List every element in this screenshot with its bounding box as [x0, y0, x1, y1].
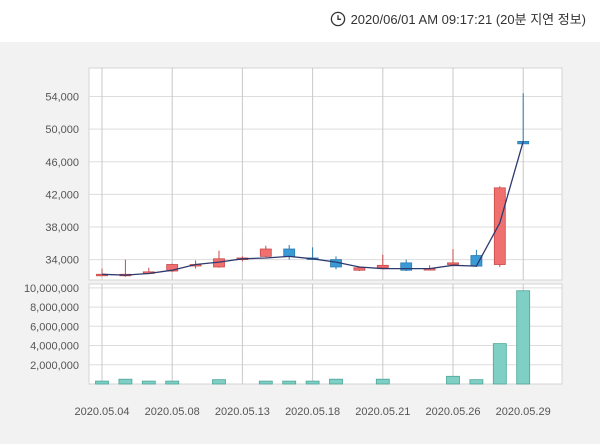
volume-bar [469, 379, 484, 385]
candle [376, 254, 389, 270]
volume-bar [305, 380, 320, 385]
chart-panel: 34,000 38,000 42,000 46,000 50,000 54,000 2,00… [0, 42, 600, 444]
x-tick-label: 2020.05.21 [355, 406, 410, 418]
stock-chart: 34,000 38,000 42,000 46,000 50,000 54,000 2,00… [24, 67, 563, 418]
price-tick-label: 34,000 [45, 255, 79, 267]
candle [447, 249, 459, 266]
volume-bar [516, 290, 531, 385]
volume-tick-label: 10,000,000 [24, 283, 79, 295]
timestamp-text: 2020/06/01 AM 09:17:21 (20분 지연 정보) [350, 12, 586, 27]
volume-bar [118, 378, 133, 385]
volume-pane [88, 283, 563, 385]
volume-tick-label: 4,000,000 [30, 341, 79, 353]
price-tick-label: 38,000 [45, 222, 79, 234]
x-tick-label: 2020.05.04 [74, 406, 129, 418]
clock-icon [330, 11, 345, 26]
volume-bar [329, 378, 343, 385]
volume-bar [492, 343, 507, 385]
x-tick-label: 2020.05.18 [285, 406, 340, 418]
candle-body [353, 267, 366, 271]
price-tick-label: 50,000 [45, 124, 79, 136]
candle-body [166, 264, 179, 272]
price-tick-label: 54,000 [45, 92, 79, 104]
volume-bar [258, 380, 273, 385]
volume-bar [212, 379, 226, 385]
candle-body [400, 262, 413, 271]
x-tick-label: 2020.05.26 [425, 406, 480, 418]
candle [493, 186, 506, 267]
candle-body [376, 264, 389, 269]
timestamp: 2020/06/01 AM 09:17:21 (20분 지연 정보) [330, 9, 586, 28]
x-tick-label: 2020.05.08 [145, 406, 200, 418]
candle [259, 245, 272, 258]
volume-bar [165, 380, 180, 385]
price-tick-label: 42,000 [45, 189, 79, 201]
volume-tick-label: 6,000,000 [30, 321, 79, 333]
candle-body [259, 248, 272, 257]
volume-bar [375, 378, 390, 385]
x-tick-label: 2020.05.13 [215, 406, 270, 418]
x-tick-label: 2020.05.29 [496, 406, 551, 418]
volume-tick-label: 8,000,000 [30, 302, 79, 314]
candle-body [283, 248, 296, 257]
volume-bar [95, 380, 109, 385]
moving-average-line [101, 141, 524, 276]
price-pane [88, 67, 563, 281]
volume-bar [282, 380, 297, 385]
candle-body [447, 262, 459, 265]
price-tick-label: 46,000 [45, 157, 79, 169]
candle-body [470, 255, 483, 267]
candle-body [493, 187, 506, 265]
volume-bar [141, 380, 156, 385]
top-bar: 2020/06/01 AM 09:17:21 (20분 지연 정보) [0, 0, 600, 42]
volume-bar [446, 375, 460, 385]
volume-tick-label: 2,000,000 [30, 360, 79, 372]
